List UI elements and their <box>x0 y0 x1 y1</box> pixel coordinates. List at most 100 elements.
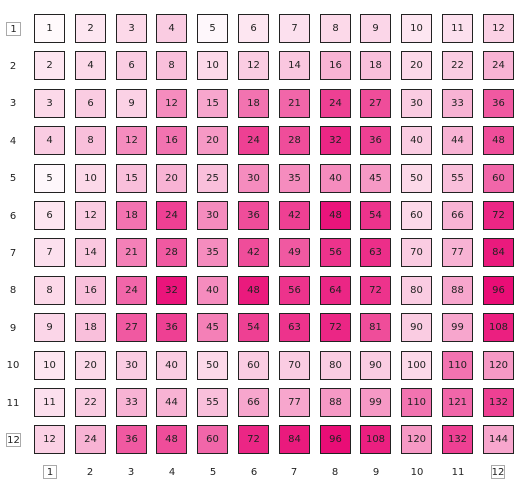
grid-cell[interactable]: 2 <box>75 14 106 43</box>
grid-cell[interactable]: 77 <box>279 388 310 417</box>
grid-cell[interactable]: 36 <box>156 313 187 342</box>
grid-cell[interactable]: 72 <box>483 201 514 230</box>
grid-cell[interactable]: 24 <box>156 201 187 230</box>
grid-cell[interactable]: 21 <box>279 89 310 118</box>
grid-cell[interactable]: 25 <box>197 164 228 193</box>
grid-cell[interactable]: 24 <box>75 425 106 454</box>
grid-cell[interactable]: 99 <box>442 313 473 342</box>
grid-cell[interactable]: 40 <box>320 164 351 193</box>
grid-cell[interactable]: 5 <box>197 14 228 43</box>
grid-cell[interactable]: 60 <box>401 201 432 230</box>
grid-cell[interactable]: 15 <box>197 89 228 118</box>
grid-cell[interactable]: 42 <box>238 238 269 267</box>
grid-cell[interactable]: 70 <box>279 351 310 380</box>
grid-cell[interactable]: 18 <box>116 201 147 230</box>
grid-cell[interactable]: 12 <box>34 425 65 454</box>
grid-cell[interactable]: 132 <box>483 388 514 417</box>
grid-cell[interactable]: 24 <box>238 126 269 155</box>
grid-cell[interactable]: 16 <box>75 276 106 305</box>
grid-cell[interactable]: 18 <box>75 313 106 342</box>
grid-cell[interactable]: 6 <box>34 201 65 230</box>
grid-cell[interactable]: 8 <box>320 14 351 43</box>
grid-cell[interactable]: 63 <box>279 313 310 342</box>
grid-cell[interactable]: 55 <box>197 388 228 417</box>
grid-cell[interactable]: 35 <box>197 238 228 267</box>
grid-cell[interactable]: 30 <box>401 89 432 118</box>
grid-cell[interactable]: 33 <box>442 89 473 118</box>
grid-cell[interactable]: 48 <box>238 276 269 305</box>
grid-cell[interactable]: 64 <box>320 276 351 305</box>
grid-cell[interactable]: 144 <box>483 425 514 454</box>
grid-cell[interactable]: 70 <box>401 238 432 267</box>
grid-cell[interactable]: 11 <box>442 14 473 43</box>
grid-cell[interactable]: 88 <box>320 388 351 417</box>
grid-cell[interactable]: 42 <box>279 201 310 230</box>
grid-cell[interactable]: 121 <box>442 388 473 417</box>
grid-cell[interactable]: 110 <box>401 388 432 417</box>
grid-cell[interactable]: 8 <box>156 51 187 80</box>
grid-cell[interactable]: 12 <box>75 201 106 230</box>
grid-cell[interactable]: 7 <box>279 14 310 43</box>
grid-cell[interactable]: 120 <box>401 425 432 454</box>
grid-cell[interactable]: 24 <box>483 51 514 80</box>
grid-cell[interactable]: 72 <box>360 276 391 305</box>
grid-cell[interactable]: 36 <box>238 201 269 230</box>
grid-cell[interactable]: 8 <box>34 276 65 305</box>
grid-cell[interactable]: 90 <box>360 351 391 380</box>
grid-cell[interactable]: 12 <box>116 126 147 155</box>
grid-cell[interactable]: 9 <box>360 14 391 43</box>
grid-cell[interactable]: 66 <box>442 201 473 230</box>
grid-cell[interactable]: 15 <box>116 164 147 193</box>
grid-cell[interactable]: 22 <box>442 51 473 80</box>
grid-cell[interactable]: 60 <box>238 351 269 380</box>
grid-cell[interactable]: 110 <box>442 351 473 380</box>
grid-cell[interactable]: 32 <box>156 276 187 305</box>
grid-cell[interactable]: 10 <box>197 51 228 80</box>
grid-cell[interactable]: 96 <box>483 276 514 305</box>
grid-cell[interactable]: 9 <box>34 313 65 342</box>
grid-cell[interactable]: 120 <box>483 351 514 380</box>
grid-cell[interactable]: 14 <box>279 51 310 80</box>
grid-cell[interactable]: 40 <box>156 351 187 380</box>
grid-cell[interactable]: 132 <box>442 425 473 454</box>
grid-cell[interactable]: 24 <box>320 89 351 118</box>
grid-cell[interactable]: 20 <box>401 51 432 80</box>
grid-cell[interactable]: 72 <box>320 313 351 342</box>
grid-cell[interactable]: 45 <box>360 164 391 193</box>
grid-cell[interactable]: 35 <box>279 164 310 193</box>
grid-cell[interactable]: 45 <box>197 313 228 342</box>
grid-cell[interactable]: 56 <box>320 238 351 267</box>
grid-cell[interactable]: 10 <box>75 164 106 193</box>
grid-cell[interactable]: 8 <box>75 126 106 155</box>
grid-cell[interactable]: 50 <box>401 164 432 193</box>
grid-cell[interactable]: 16 <box>320 51 351 80</box>
grid-cell[interactable]: 27 <box>116 313 147 342</box>
grid-cell[interactable]: 100 <box>401 351 432 380</box>
grid-cell[interactable]: 6 <box>75 89 106 118</box>
grid-cell[interactable]: 14 <box>75 238 106 267</box>
grid-cell[interactable]: 21 <box>116 238 147 267</box>
grid-cell[interactable]: 80 <box>401 276 432 305</box>
grid-cell[interactable]: 6 <box>238 14 269 43</box>
grid-cell[interactable]: 54 <box>360 201 391 230</box>
grid-cell[interactable]: 10 <box>401 14 432 43</box>
grid-cell[interactable]: 18 <box>360 51 391 80</box>
grid-cell[interactable]: 30 <box>116 351 147 380</box>
grid-cell[interactable]: 77 <box>442 238 473 267</box>
grid-cell[interactable]: 30 <box>197 201 228 230</box>
grid-cell[interactable]: 7 <box>34 238 65 267</box>
grid-cell[interactable]: 1 <box>34 14 65 43</box>
grid-cell[interactable]: 40 <box>401 126 432 155</box>
grid-cell[interactable]: 16 <box>156 126 187 155</box>
grid-cell[interactable]: 20 <box>197 126 228 155</box>
grid-cell[interactable]: 81 <box>360 313 391 342</box>
grid-cell[interactable]: 99 <box>360 388 391 417</box>
grid-cell[interactable]: 44 <box>156 388 187 417</box>
grid-cell[interactable]: 12 <box>156 89 187 118</box>
grid-cell[interactable]: 36 <box>360 126 391 155</box>
grid-cell[interactable]: 40 <box>197 276 228 305</box>
grid-cell[interactable]: 72 <box>238 425 269 454</box>
grid-cell[interactable]: 96 <box>320 425 351 454</box>
grid-cell[interactable]: 80 <box>320 351 351 380</box>
grid-cell[interactable]: 4 <box>156 14 187 43</box>
